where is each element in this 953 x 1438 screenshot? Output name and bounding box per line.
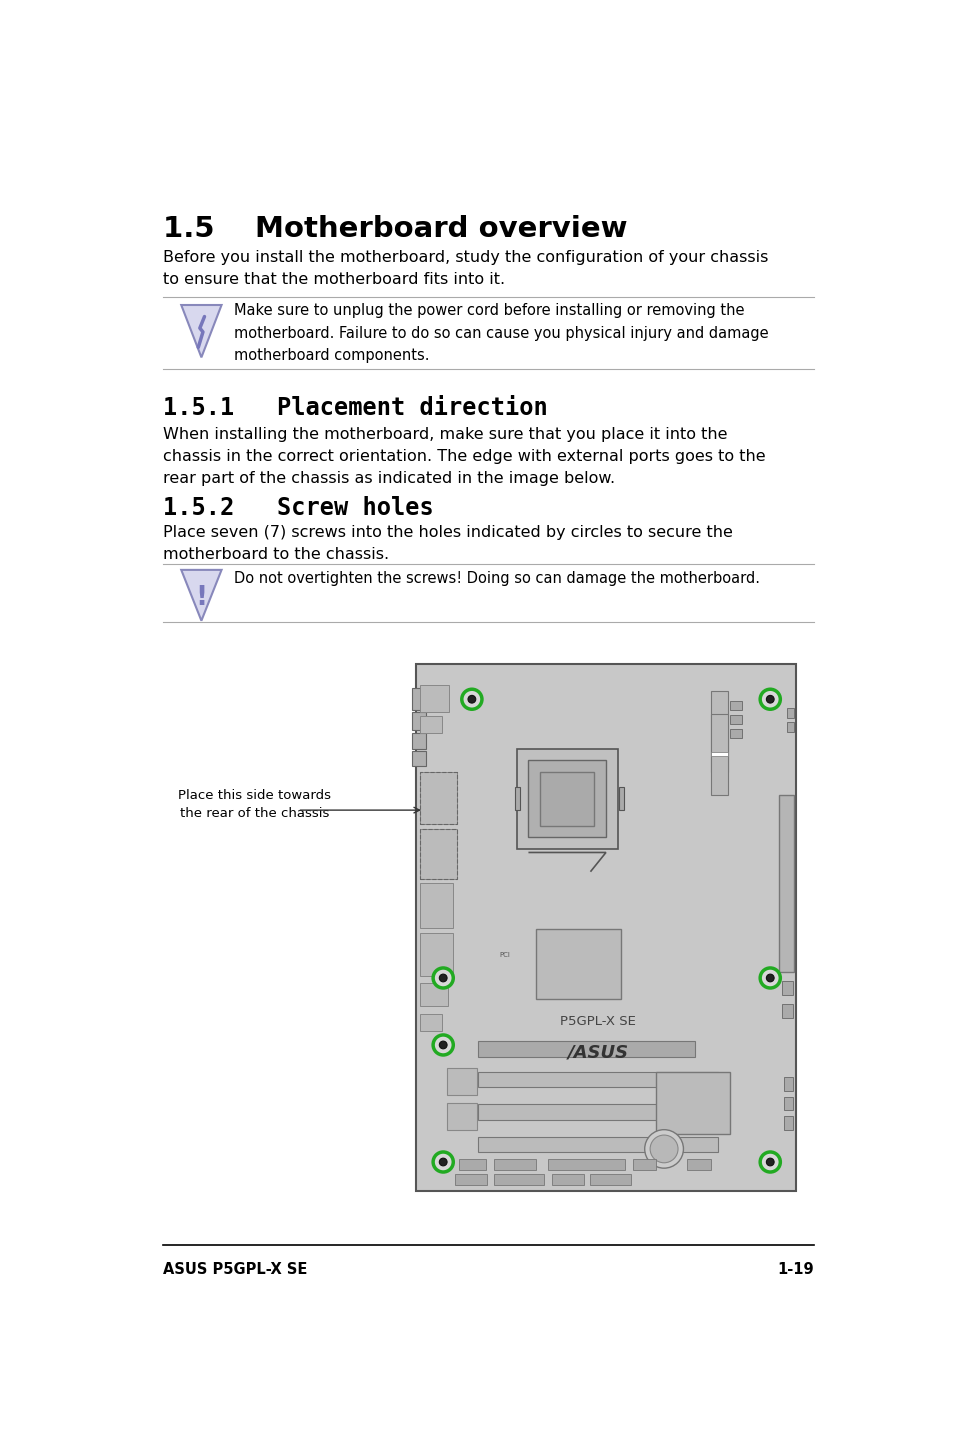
Polygon shape: [181, 569, 221, 621]
Text: Place seven (7) screws into the holes indicated by circles to secure the
motherb: Place seven (7) screws into the holes in…: [163, 525, 733, 562]
Bar: [419, 1014, 441, 1031]
Bar: [618, 787, 623, 810]
Circle shape: [461, 689, 481, 709]
Bar: [419, 933, 452, 975]
Bar: [412, 712, 426, 731]
Bar: [515, 787, 519, 810]
Text: ASUS P5GPL-X SE: ASUS P5GPL-X SE: [163, 1263, 308, 1277]
Polygon shape: [181, 305, 221, 358]
Bar: [729, 700, 740, 710]
Bar: [419, 686, 449, 712]
Bar: [633, 1159, 656, 1169]
Bar: [528, 761, 605, 837]
Bar: [412, 751, 426, 766]
Bar: [447, 1068, 476, 1094]
Circle shape: [765, 974, 773, 982]
Bar: [785, 709, 794, 718]
Bar: [477, 1136, 718, 1152]
Circle shape: [433, 968, 453, 988]
Bar: [686, 1159, 710, 1169]
Bar: [419, 772, 456, 824]
Bar: [729, 715, 740, 723]
Text: 1.5.2   Screw holes: 1.5.2 Screw holes: [163, 496, 434, 521]
Circle shape: [468, 696, 476, 703]
Bar: [551, 1175, 583, 1185]
Bar: [539, 772, 594, 825]
Bar: [517, 749, 617, 848]
Text: /ASUS: /ASUS: [567, 1044, 628, 1061]
Circle shape: [760, 1152, 780, 1172]
Bar: [493, 1175, 543, 1185]
Text: When installing the motherboard, make sure that you place it into the
chassis in: When installing the motherboard, make su…: [163, 427, 765, 486]
Circle shape: [439, 974, 447, 982]
Bar: [710, 752, 727, 756]
Bar: [493, 1159, 536, 1169]
Text: Before you install the motherboard, study the configuration of your chassis
to e: Before you install the motherboard, stud…: [163, 250, 768, 286]
Bar: [710, 729, 727, 733]
Text: 1-19: 1-19: [777, 1263, 814, 1277]
Bar: [785, 722, 794, 732]
Text: Place this side towards
the rear of the chassis: Place this side towards the rear of the …: [178, 788, 331, 820]
Text: P5GPL-X SE: P5GPL-X SE: [559, 1015, 636, 1028]
Text: !: !: [195, 585, 207, 611]
Bar: [729, 729, 740, 738]
Bar: [710, 690, 727, 772]
Bar: [419, 984, 447, 1007]
Bar: [590, 1175, 630, 1185]
Circle shape: [760, 968, 780, 988]
Bar: [536, 929, 620, 999]
Bar: [458, 1159, 485, 1169]
Bar: [419, 830, 456, 880]
Bar: [783, 1097, 793, 1110]
Bar: [783, 1116, 793, 1130]
Circle shape: [644, 1130, 682, 1168]
Bar: [778, 795, 794, 972]
Bar: [710, 713, 727, 795]
Bar: [447, 1103, 476, 1130]
Text: Make sure to unplug the power cord before installing or removing the
motherboard: Make sure to unplug the power cord befor…: [233, 303, 768, 362]
Circle shape: [765, 696, 773, 703]
Bar: [477, 1104, 718, 1120]
Bar: [419, 716, 441, 733]
Bar: [781, 1004, 793, 1018]
Circle shape: [765, 1158, 773, 1166]
Circle shape: [760, 689, 780, 709]
Text: PCI: PCI: [499, 952, 510, 958]
Bar: [547, 1159, 624, 1169]
Circle shape: [439, 1158, 447, 1166]
Circle shape: [433, 1035, 453, 1055]
Bar: [477, 1071, 718, 1087]
Circle shape: [433, 1152, 453, 1172]
Circle shape: [439, 1041, 447, 1048]
Bar: [416, 664, 795, 1191]
Text: Do not overtighten the screws! Doing so can damage the motherboard.: Do not overtighten the screws! Doing so …: [233, 571, 760, 587]
Text: 1.5    Motherboard overview: 1.5 Motherboard overview: [163, 214, 627, 243]
Bar: [656, 1071, 729, 1133]
Bar: [412, 689, 426, 710]
Bar: [455, 1175, 487, 1185]
Bar: [419, 772, 456, 824]
Text: 1.5.1   Placement direction: 1.5.1 Placement direction: [163, 395, 548, 420]
Bar: [783, 1077, 793, 1091]
Bar: [419, 883, 452, 928]
Bar: [781, 981, 793, 995]
Circle shape: [649, 1135, 678, 1163]
Bar: [412, 733, 426, 749]
Bar: [477, 1041, 695, 1057]
Bar: [419, 830, 456, 880]
